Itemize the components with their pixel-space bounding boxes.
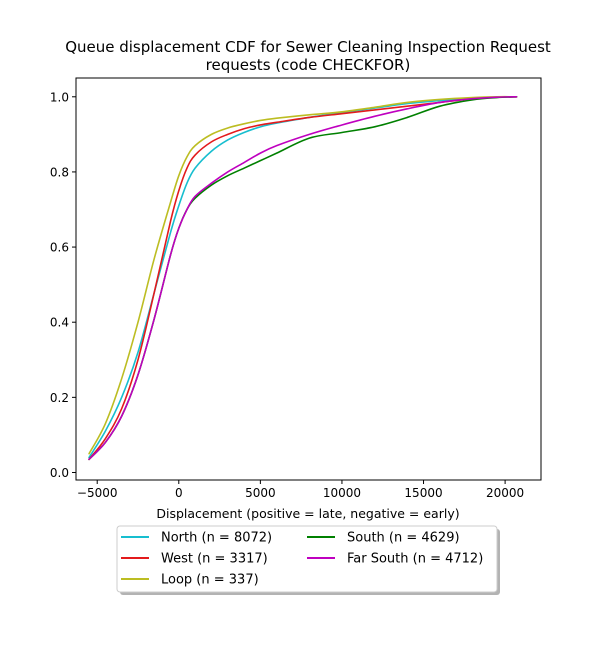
x-tick-label: 20000: [486, 486, 524, 500]
series-line-south: [88, 95, 518, 461]
x-axis-label: Displacement (positive = late, negative …: [156, 506, 459, 521]
series-line-north: [88, 95, 518, 459]
y-tick-label: 0.2: [50, 391, 69, 405]
series-line-west: [88, 95, 518, 461]
series-layer: [88, 95, 518, 461]
legend: North (n = 8072) West (n = 3317) Loop (n =…: [116, 525, 500, 595]
y-tick-label: 1.0: [50, 90, 69, 104]
x-tick-label: 0: [175, 486, 183, 500]
y-tick-label: 0.8: [50, 165, 69, 179]
y-tick-label: 0.4: [50, 316, 69, 330]
x-axis: −5000 0 5000 10000 15000 20000: [77, 480, 524, 500]
series-line-far-south: [88, 95, 518, 461]
plot-frame: [75, 77, 542, 481]
legend-label-west: West (n = 3317): [161, 552, 268, 567]
legend-label-south: South (n = 4629): [347, 531, 460, 546]
chart-title-line-1: Queue displacement CDF for Sewer Cleanin…: [65, 38, 551, 56]
x-tick-label: 10000: [323, 486, 361, 500]
x-tick-label: −5000: [77, 486, 118, 500]
x-tick-label: 15000: [404, 486, 442, 500]
y-tick-label: 0.6: [50, 241, 69, 255]
legend-label-north: North (n = 8072): [161, 531, 272, 546]
legend-label-loop: Loop (n = 337): [161, 573, 259, 588]
y-axis: 0.0 0.2 0.4 0.6 0.8 1.0: [50, 90, 76, 480]
y-tick-label: 0.0: [50, 466, 69, 480]
legend-label-far-south: Far South (n = 4712): [347, 552, 483, 567]
x-tick-label: 5000: [245, 486, 276, 500]
series-line-loop: [88, 95, 518, 455]
chart-title-line-2: requests (code CHECKFOR): [206, 56, 411, 74]
